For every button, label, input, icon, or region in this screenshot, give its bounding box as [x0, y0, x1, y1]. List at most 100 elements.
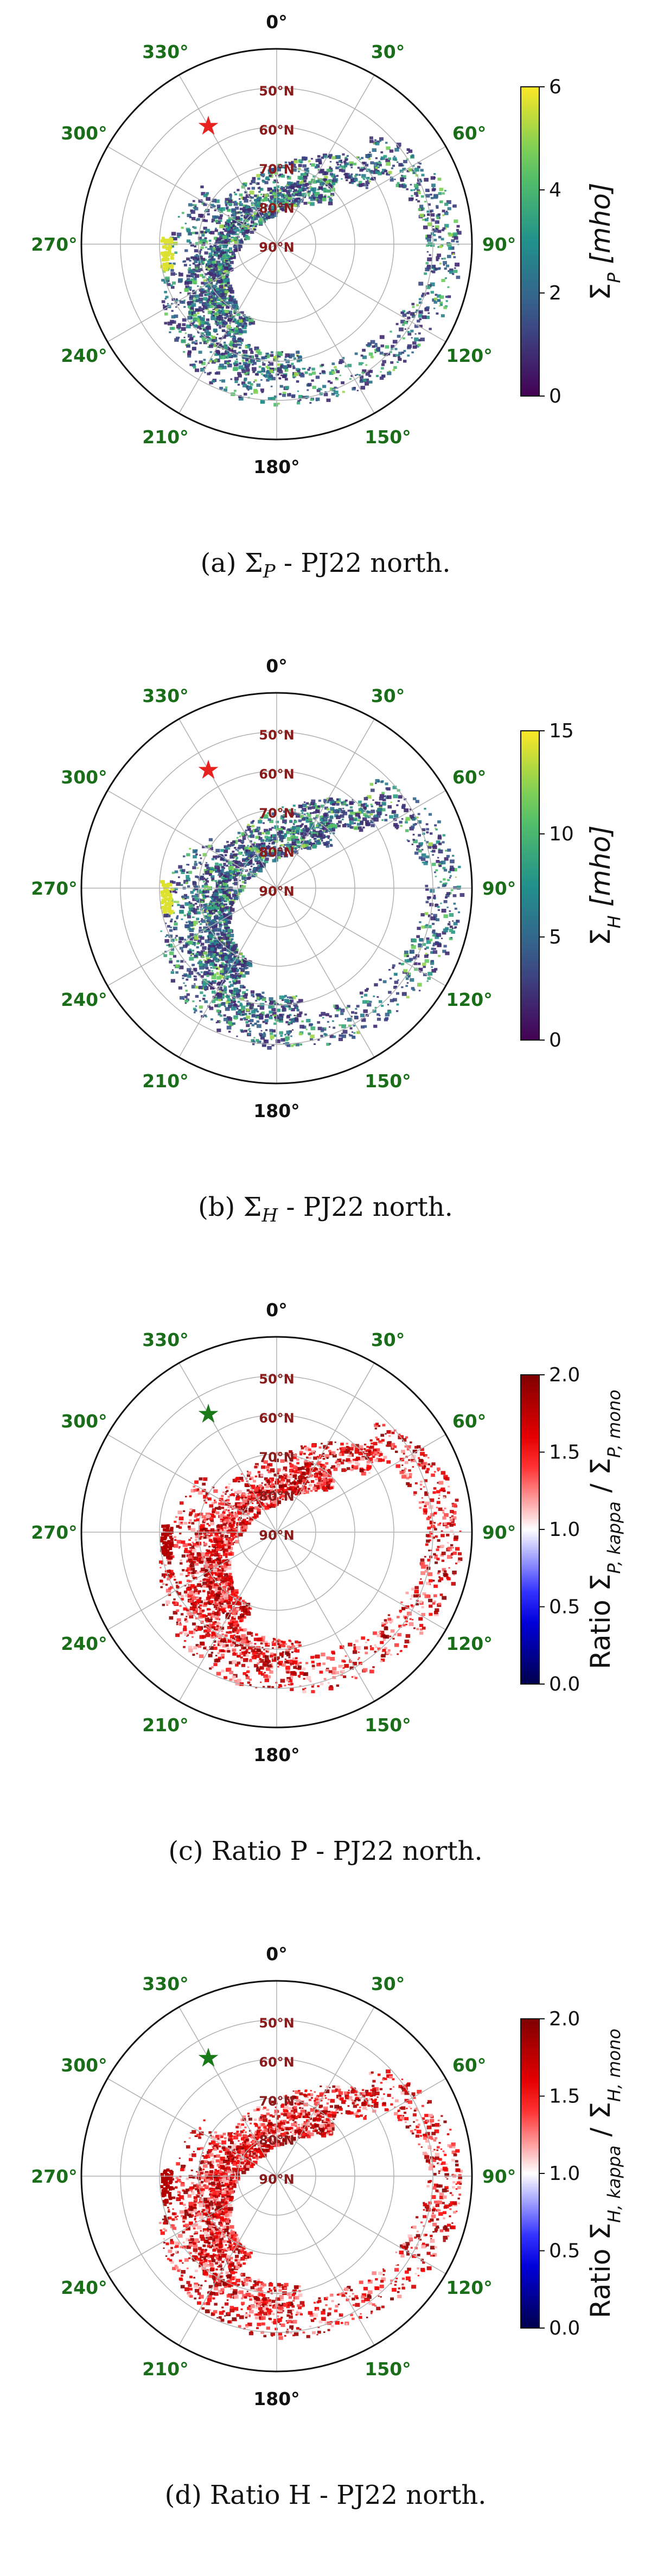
caption-text: Ratio H - PJ22 north. — [210, 2480, 487, 2510]
polar-grid — [81, 49, 472, 439]
figure-panel-a: 50°N 60°N 70°N 80°N 90°N 0° 30° 60° 90° 120° 150° 1… — [0, 0, 651, 644]
polar-grid — [81, 1981, 472, 2371]
colorbar-label: ΣP [mho] — [585, 183, 624, 301]
radial-tick-label: 50°N — [259, 84, 294, 99]
colorbar-tick-label: 0.0 — [549, 2317, 580, 2339]
colorbar-tick-label: 0 — [549, 1029, 561, 1051]
panel-caption: (a) ΣP - PJ22 north. — [0, 548, 651, 583]
panel-caption: (b) ΣH - PJ22 north. — [0, 1192, 651, 1227]
caption-symbol: Σ — [243, 1192, 262, 1222]
radial-tick-label: 60°N — [259, 1411, 294, 1426]
colorbar-tick-label: 4 — [549, 179, 561, 201]
figure-panel-c: 50°N 60°N 70°N 80°N 90°N 0° 30° 60° 90° 120° 150° 1… — [0, 1288, 651, 1932]
angular-tick-label: 90° — [482, 878, 516, 899]
juno-position-star-marker: ★ — [196, 111, 220, 141]
radial-tick-label: 50°N — [259, 2016, 294, 2031]
angular-tick-label: 330° — [142, 41, 188, 62]
plot-frame — [80, 48, 473, 441]
angular-tick-label: 210° — [142, 1714, 188, 1736]
juno-position-star-marker: ★ — [196, 2043, 220, 2073]
colorbar-label: ΣH [mho] — [585, 825, 624, 946]
radial-tick-label: 70°N — [259, 1450, 294, 1465]
polar-grid — [81, 1337, 472, 1727]
caption-text: - PJ22 north. — [275, 548, 451, 578]
angular-tick-label: 90° — [482, 234, 516, 255]
caption-subscript: P — [263, 560, 276, 583]
radial-tick-label: 90°N — [259, 240, 294, 255]
colorbar-tick-label: 0.0 — [549, 1673, 580, 1695]
plot-frame — [80, 1980, 473, 2373]
angular-tick-label: 330° — [142, 1329, 188, 1350]
radial-tick-label: 50°N — [259, 1372, 294, 1387]
polar-plot-d: 50°N 60°N 70°N 80°N 90°N 0° 30° 60° 90° 120° 150° 1… — [31, 1943, 624, 2409]
caption-subscript: H — [261, 1204, 278, 1227]
angular-tick-label: 180° — [253, 1100, 299, 1121]
radial-tick-label: 80°N — [259, 2133, 294, 2148]
caption-label: (b) — [198, 1192, 244, 1222]
angular-tick-label: 0° — [266, 1299, 287, 1321]
angular-tick-label: 300° — [61, 2055, 107, 2076]
radial-tick-label: 70°N — [259, 2094, 294, 2109]
angular-tick-label: 60° — [452, 767, 486, 788]
radial-tick-label: 80°N — [259, 1489, 294, 1504]
angular-tick-label: 120° — [446, 989, 492, 1010]
colorbar: 0 2 4 6 ΣP [mho] — [520, 76, 624, 407]
polar-plot-c: 50°N 60°N 70°N 80°N 90°N 0° 30° 60° 90° 120° 150° 1… — [31, 1299, 624, 1765]
colorbar-tick-label: 15 — [549, 720, 574, 742]
angular-tick-label: 300° — [61, 767, 107, 788]
angular-tick-label: 0° — [266, 1943, 287, 1965]
radial-tick-label: 90°N — [259, 2172, 294, 2187]
colorbar-label: Ratio ΣP, kappa / ΣP, mono — [585, 1389, 624, 1669]
radial-tick-label: 60°N — [259, 123, 294, 138]
colorbar-tick-label: 2.0 — [549, 1364, 580, 1386]
angular-tick-label: 120° — [446, 2277, 492, 2298]
angular-tick-label: 330° — [142, 1973, 188, 1994]
colorbar-tick-label: 10 — [549, 823, 574, 845]
caption-text: - PJ22 north. — [278, 1192, 453, 1222]
plot-frame — [80, 1336, 473, 1729]
angular-tick-label: 30° — [371, 1973, 405, 1994]
panel-caption: (d) Ratio H - PJ22 north. — [0, 2480, 651, 2510]
colorbar: 0 5 10 15 ΣH [mho] — [520, 720, 624, 1051]
colorbar-tick-label: 1.5 — [549, 1442, 580, 1464]
caption-label: (d) — [164, 2480, 210, 2510]
juno-position-star-marker: ★ — [196, 755, 220, 785]
colorbar-tick-label: 2.0 — [549, 2008, 580, 2030]
angular-tick-label: 240° — [61, 2277, 107, 2298]
polar-grid — [81, 693, 472, 1083]
colorbar-tick-label: 0 — [549, 385, 561, 407]
radial-tick-label: 80°N — [259, 201, 294, 216]
caption-text: Ratio P - PJ22 north. — [211, 1836, 483, 1866]
colorbar-label: Ratio ΣH, kappa / ΣH, mono — [585, 2029, 624, 2318]
angular-tick-label: 270° — [31, 878, 77, 899]
caption-label: (c) — [168, 1836, 212, 1866]
angular-tick-label: 90° — [482, 1522, 516, 1543]
angular-tick-label: 330° — [142, 685, 188, 706]
angular-tick-label: 210° — [142, 1070, 188, 1092]
conductance-map — [160, 136, 462, 407]
radial-tick-label: 80°N — [259, 845, 294, 860]
conductance-map — [160, 779, 465, 1050]
radial-tick-label: 50°N — [259, 728, 294, 743]
angular-tick-label: 270° — [31, 2166, 77, 2187]
angular-tick-label: 30° — [371, 685, 405, 706]
colorbar-tick-label: 0.5 — [549, 1596, 580, 1618]
juno-position-star-marker: ★ — [196, 1399, 220, 1429]
angular-tick-label: 150° — [365, 2358, 411, 2380]
angular-tick-label: 60° — [452, 123, 486, 144]
angular-tick-label: 240° — [61, 989, 107, 1010]
conductance-map — [158, 2069, 463, 2340]
radial-tick-label: 70°N — [259, 806, 294, 821]
angular-tick-label: 240° — [61, 345, 107, 366]
colorbar-tick-label: 1.0 — [549, 2163, 580, 2185]
angular-tick-label: 0° — [266, 11, 287, 33]
angular-tick-label: 120° — [446, 1633, 492, 1654]
angular-tick-label: 0° — [266, 655, 287, 677]
caption-label: (a) — [200, 548, 245, 578]
angular-tick-label: 30° — [371, 41, 405, 62]
angular-tick-label: 180° — [253, 2388, 299, 2409]
radial-tick-label: 60°N — [259, 767, 294, 782]
angular-tick-label: 30° — [371, 1329, 405, 1350]
angular-tick-label: 300° — [61, 1411, 107, 1432]
